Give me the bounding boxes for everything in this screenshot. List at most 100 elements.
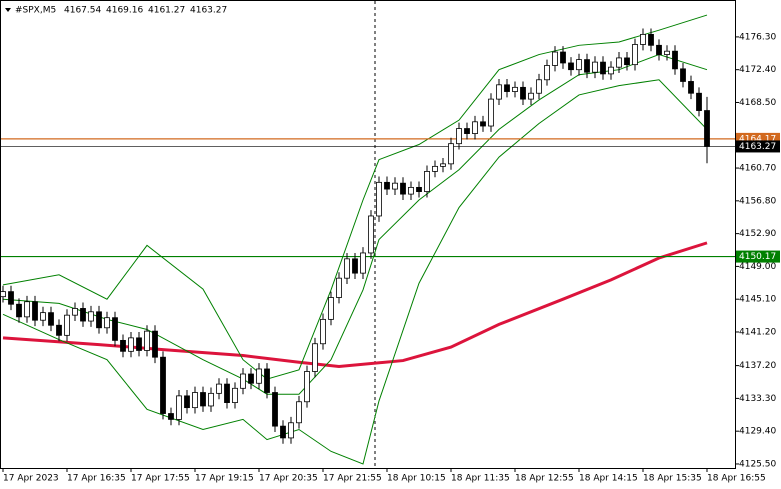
price-level-label: 4163.27 xyxy=(739,142,776,152)
y-tick-label: 4160.70 xyxy=(739,164,776,174)
candle-body xyxy=(256,368,262,384)
candle-body xyxy=(48,312,54,326)
y-tick-label: 4141.20 xyxy=(739,327,776,337)
candle-body xyxy=(552,51,558,66)
header-value: 4163.27 xyxy=(190,6,227,16)
candle-body xyxy=(512,86,518,92)
y-tick-label: 4129.40 xyxy=(739,427,776,437)
moving-average xyxy=(2,241,708,368)
candle-body xyxy=(320,318,326,345)
candle-body xyxy=(312,343,318,372)
candle-body xyxy=(40,312,46,321)
y-tick-label: 4149.00 xyxy=(739,262,776,272)
candle-body xyxy=(528,92,534,100)
candle-body xyxy=(656,44,662,55)
candle-body xyxy=(88,311,94,322)
candle-body xyxy=(344,258,350,279)
candle-body xyxy=(336,277,342,298)
candle-body xyxy=(128,337,134,352)
candle-body xyxy=(536,79,542,94)
y-tick-label: 4156.80 xyxy=(739,196,776,206)
candle-body xyxy=(296,401,302,424)
bollinger-band xyxy=(2,14,708,380)
candle-body xyxy=(304,371,310,403)
header-value: 4161.27 xyxy=(148,6,185,16)
candle-body xyxy=(32,301,38,321)
candle-body xyxy=(496,84,502,100)
candle-body xyxy=(568,62,574,71)
candle-body xyxy=(192,392,198,409)
candle-body xyxy=(328,297,334,320)
y-tick-label: 4145.10 xyxy=(739,295,776,305)
candle-body xyxy=(376,181,382,217)
candle-body xyxy=(144,330,150,351)
candle-body xyxy=(272,392,278,427)
candle-body xyxy=(672,50,678,70)
candle-body xyxy=(200,392,206,407)
candle-body xyxy=(560,51,566,64)
x-tick-label: 18 Apr 10:15 xyxy=(387,474,446,484)
candle-body xyxy=(680,68,686,82)
header-value: 4167.54 xyxy=(64,6,101,16)
candle-body xyxy=(24,301,30,318)
candle-body xyxy=(464,128,470,134)
bollinger-band xyxy=(2,79,708,465)
candle-body xyxy=(8,291,14,305)
candle-body xyxy=(72,308,78,316)
candle-body xyxy=(648,33,654,46)
candle-body xyxy=(176,395,182,420)
candle-body xyxy=(184,395,190,409)
candle-body xyxy=(384,181,390,190)
candle-body xyxy=(704,110,710,147)
candle-body xyxy=(216,383,222,394)
candle-body xyxy=(152,330,158,358)
price-level-label: 4150.17 xyxy=(739,252,776,262)
x-tick-label: 17 Apr 20:35 xyxy=(259,474,318,484)
y-tick-label: 4168.50 xyxy=(739,98,776,108)
candle-body xyxy=(616,57,622,68)
candle-body xyxy=(168,413,174,420)
x-tick-label: 18 Apr 12:55 xyxy=(515,474,574,484)
x-tick-label: 18 Apr 14:15 xyxy=(579,474,638,484)
candle-body xyxy=(136,337,142,351)
candle-body xyxy=(264,368,270,393)
candle-body xyxy=(632,44,638,66)
price-level-tag xyxy=(736,250,780,263)
y-tick-label: 4133.30 xyxy=(739,394,776,404)
candle-body xyxy=(504,84,510,92)
candle-body xyxy=(480,121,486,127)
x-tick-label: 18 Apr 11:35 xyxy=(451,474,510,484)
candle-body xyxy=(56,324,62,336)
candle-body xyxy=(576,59,582,71)
candle-body xyxy=(592,61,598,73)
candle-body xyxy=(584,59,590,73)
candle-body xyxy=(544,65,550,81)
candle-body xyxy=(640,33,646,45)
candle-body xyxy=(448,143,454,165)
candle-body xyxy=(424,171,430,192)
header-value: 4169.16 xyxy=(106,6,143,16)
candle-body xyxy=(360,252,366,274)
candle-body xyxy=(160,356,166,414)
candle-body xyxy=(624,57,630,66)
candle-body xyxy=(688,81,694,94)
candle-body xyxy=(232,387,238,403)
candle-body xyxy=(120,339,126,352)
candle-body xyxy=(416,186,422,192)
candle-body xyxy=(288,422,294,439)
x-tick-label: 17 Apr 2023 xyxy=(3,474,59,484)
candle-body xyxy=(104,317,110,329)
y-tick-label: 4125.50 xyxy=(739,459,776,469)
x-tick-label: 17 Apr 21:55 xyxy=(323,474,382,484)
candle-body xyxy=(664,50,670,55)
plot-frame xyxy=(0,0,736,469)
x-tick-label: 18 Apr 16:55 xyxy=(707,474,766,484)
y-tick-label: 4137.20 xyxy=(739,361,776,371)
candle-body xyxy=(280,425,286,439)
candle-body xyxy=(352,258,358,274)
candle-body xyxy=(80,308,86,322)
candle-body xyxy=(600,61,606,75)
price-level-tag xyxy=(736,140,780,153)
